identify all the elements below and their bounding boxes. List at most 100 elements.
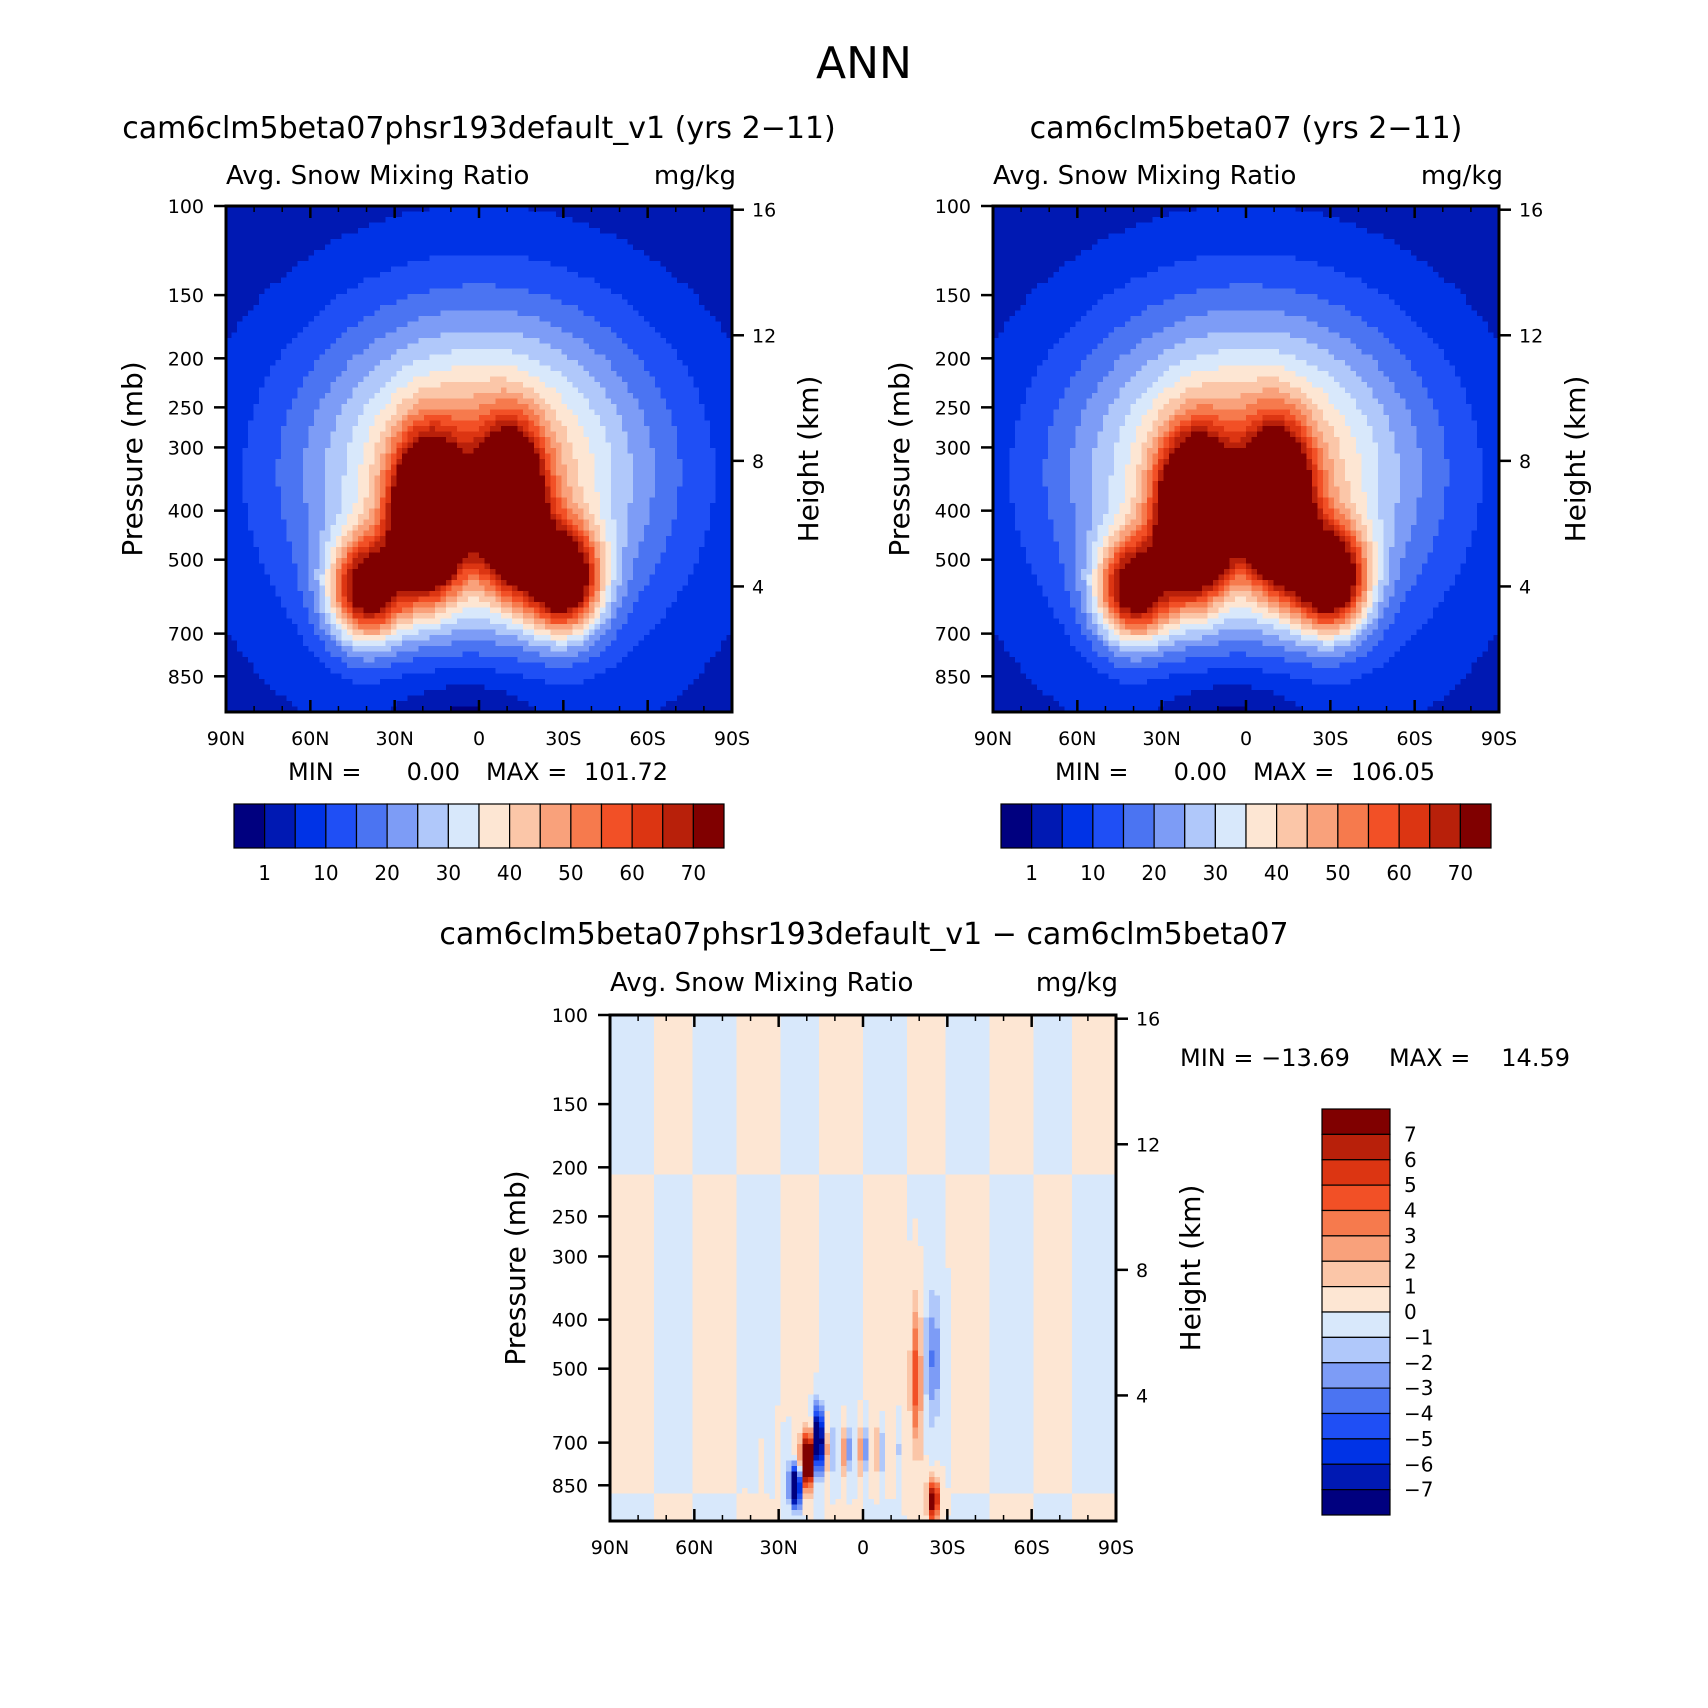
x-tick-label: 30S [929, 1537, 965, 1559]
colorbar-swatch [1321, 1387, 1391, 1415]
min-label: MIN = [288, 758, 361, 786]
colorbar-label: 40 [497, 861, 522, 885]
panel-title: cam6clm5beta07phsr193default_v1 (yrs 2−1… [122, 111, 835, 146]
y-tick-label: 850 [935, 666, 971, 688]
axis-ticks: 90N 60N 30N 0 30S 60S 90S 100 150 200 250 300 400 500… [552, 1005, 1160, 1559]
colorbar-swatch [386, 803, 419, 849]
colorbar-swatch [1321, 1311, 1391, 1338]
colorbar-label: 70 [1448, 861, 1473, 885]
y-tick-label: 850 [552, 1475, 588, 1497]
colorbar-label: 50 [1325, 861, 1350, 885]
colorbar-label: 20 [1141, 861, 1166, 885]
colorbar-swatch [1306, 803, 1339, 849]
panel-model-control: cam6clm5beta07 (yrs 2−11) Avg. Snow Mixi… [883, 111, 1592, 885]
colorbar-swatch [1398, 803, 1431, 849]
y-right-tick-label: 12 [752, 325, 776, 347]
colorbar-swatch [539, 803, 572, 849]
colorbar-swatch [1122, 803, 1155, 849]
max-value: 101.72 [584, 758, 668, 786]
max-value: 106.05 [1351, 758, 1435, 786]
y-axis-label: Pressure (mb) [499, 1170, 532, 1365]
axis-ticks: 90N 60N 30N 0 30S 60S 90S 100 150 200 250 300 400 500… [168, 196, 776, 750]
axis-ticks: 90N 60N 30N 0 30S 60S 90S 100 150 200 250 300 400 500… [935, 196, 1543, 750]
colorbar-label: −6 [1404, 1452, 1433, 1476]
colorbar-swatch [1184, 803, 1216, 849]
min-value: 0.00 [1174, 758, 1227, 786]
colorbar-label: −7 [1404, 1478, 1433, 1502]
colorbar-swatch [447, 803, 480, 849]
colorbar-label: 6 [1404, 1148, 1417, 1172]
x-tick-label: 90N [591, 1537, 629, 1559]
colorbar-swatch [294, 803, 327, 849]
colorbar-swatch [600, 803, 633, 849]
colorbar-swatch [1321, 1463, 1391, 1491]
colorbar-swatch [1337, 803, 1370, 849]
colorbar-label: 1 [1025, 861, 1038, 885]
x-tick-label: 90N [207, 728, 245, 750]
units-label: mg/kg [1036, 968, 1118, 998]
colorbar-label: 4 [1404, 1199, 1417, 1223]
y-tick-label: 850 [168, 666, 204, 688]
x-tick-label: 90N [974, 728, 1012, 750]
y-tick-label: 250 [935, 397, 971, 419]
variable-label: Avg. Snow Mixing Ratio [993, 161, 1296, 191]
contour-field [993, 206, 1499, 712]
y-tick-label: 400 [168, 501, 204, 523]
x-tick-label: 30N [1142, 728, 1180, 750]
max-label: MAX = [486, 758, 567, 786]
colorbar-swatch [264, 803, 296, 849]
y-tick-label: 100 [552, 1005, 588, 1027]
y-axis-right-label: Height (km) [792, 376, 825, 543]
x-tick-label: 0 [857, 1537, 869, 1559]
colorbar-swatch [692, 803, 725, 849]
x-tick-label: 60N [291, 728, 329, 750]
units-label: mg/kg [1421, 161, 1503, 191]
y-right-tick-label: 4 [1519, 576, 1531, 598]
panel-difference: cam6clm5beta07phsr193default_v1 − cam6cl… [439, 917, 1570, 1559]
colorbar-label: 60 [1386, 861, 1411, 885]
colorbar-label: 40 [1264, 861, 1289, 885]
colorbar-swatch [1321, 1184, 1391, 1212]
y-tick-label: 200 [552, 1157, 588, 1179]
colorbar-label: 30 [1203, 861, 1228, 885]
x-tick-label: 60N [675, 1537, 713, 1559]
colorbar-label: −5 [1404, 1427, 1433, 1451]
y-tick-label: 500 [935, 550, 971, 572]
y-tick-label: 700 [168, 624, 204, 646]
y-right-tick-label: 8 [1136, 1260, 1148, 1282]
y-right-tick-label: 16 [752, 200, 776, 222]
y-axis-label: Pressure (mb) [883, 361, 916, 556]
colorbar-label: 1 [1404, 1275, 1417, 1299]
y-right-tick-label: 4 [1136, 1385, 1148, 1407]
y-tick-label: 150 [935, 285, 971, 307]
colorbar-label: 50 [558, 861, 583, 885]
y-tick-label: 400 [935, 501, 971, 523]
y-right-tick-label: 8 [752, 451, 764, 473]
colorbar-swatch [1321, 1336, 1391, 1364]
y-axis-right-label: Height (km) [1174, 1185, 1207, 1352]
colorbar-label: 7 [1404, 1122, 1417, 1146]
colorbar-swatch [1367, 803, 1400, 849]
y-tick-label: 200 [935, 348, 971, 370]
colorbar-swatch [233, 803, 266, 849]
colorbar-swatch [1321, 1438, 1391, 1465]
panel-title: cam6clm5beta07 (yrs 2−11) [1030, 111, 1463, 146]
colorbar-label: −3 [1404, 1376, 1433, 1400]
y-tick-label: 250 [168, 397, 204, 419]
colorbar-swatch [1214, 803, 1247, 849]
units-label: mg/kg [654, 161, 736, 191]
colorbar-label: 1 [258, 861, 271, 885]
colorbar-swatch [1321, 1286, 1391, 1313]
x-tick-label: 60N [1058, 728, 1096, 750]
colorbar-label: 0 [1404, 1300, 1417, 1324]
colorbar-swatch [478, 803, 511, 849]
colorbar-swatch [1061, 803, 1094, 849]
colorbar-swatch [1245, 803, 1278, 849]
x-tick-label: 0 [1240, 728, 1252, 750]
colorbar-swatch [1321, 1362, 1391, 1389]
y-tick-label: 150 [168, 285, 204, 307]
figure-title: ANN [816, 38, 912, 89]
y-axis-label: Pressure (mb) [116, 361, 149, 556]
min-label: MIN = −13.69 [1180, 1044, 1350, 1072]
